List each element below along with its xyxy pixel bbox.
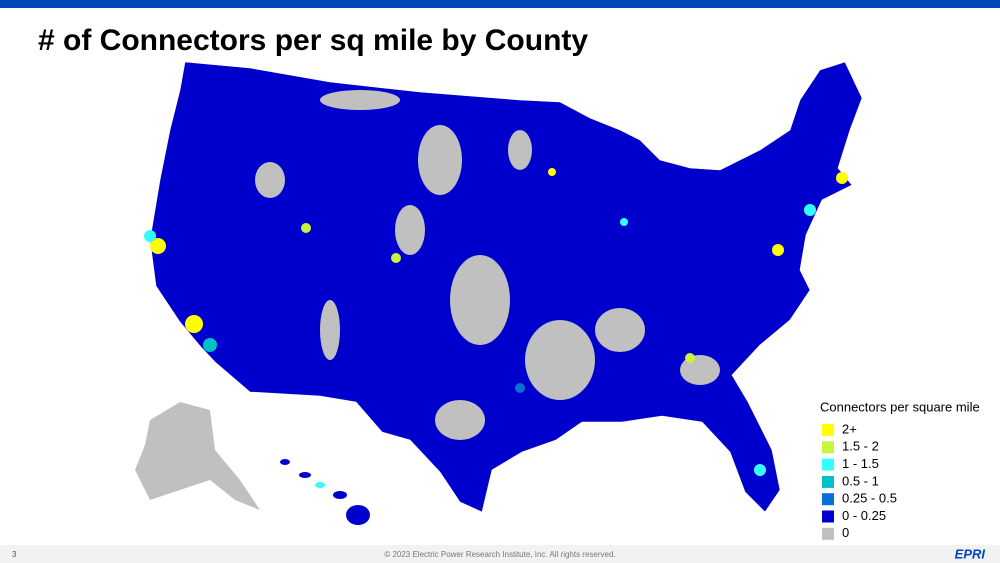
legend-swatch (822, 527, 834, 540)
legend-label: 0 - 0.25 (842, 508, 886, 523)
legend-swatch (822, 441, 834, 454)
hotspots (144, 168, 848, 476)
slide-title: # of Connectors per sq mile by County (38, 24, 588, 57)
hawaii (280, 459, 370, 525)
legend-swatch (822, 424, 834, 436)
legend-label: 0.25 - 0.5 (842, 491, 897, 506)
map (135, 61, 863, 525)
legend-label: 1.5 - 2 (842, 439, 879, 454)
legend-swatch (822, 493, 834, 506)
legend-label: 2+ (842, 421, 857, 436)
legend-title: Connectors per square mile (820, 399, 980, 414)
copyright: © 2023 Electric Power Research Institute… (384, 550, 615, 559)
legend-swatch (822, 475, 834, 488)
legend-label: 1 - 1.5 (842, 456, 879, 471)
top-bar (0, 0, 1000, 8)
legend-label: 0 (842, 525, 849, 540)
alaska (135, 402, 260, 510)
zero-counties (255, 90, 720, 440)
page-number: 3 (12, 550, 17, 559)
legend-swatch (822, 458, 834, 471)
legend-label: 0.5 - 1 (842, 473, 879, 488)
legend-swatch (822, 510, 834, 523)
logo: EPRI (955, 546, 986, 561)
legend: Connectors per square mile 2+ 1.5 - 2 1 - … (820, 399, 980, 540)
footer-bar (0, 545, 1000, 563)
